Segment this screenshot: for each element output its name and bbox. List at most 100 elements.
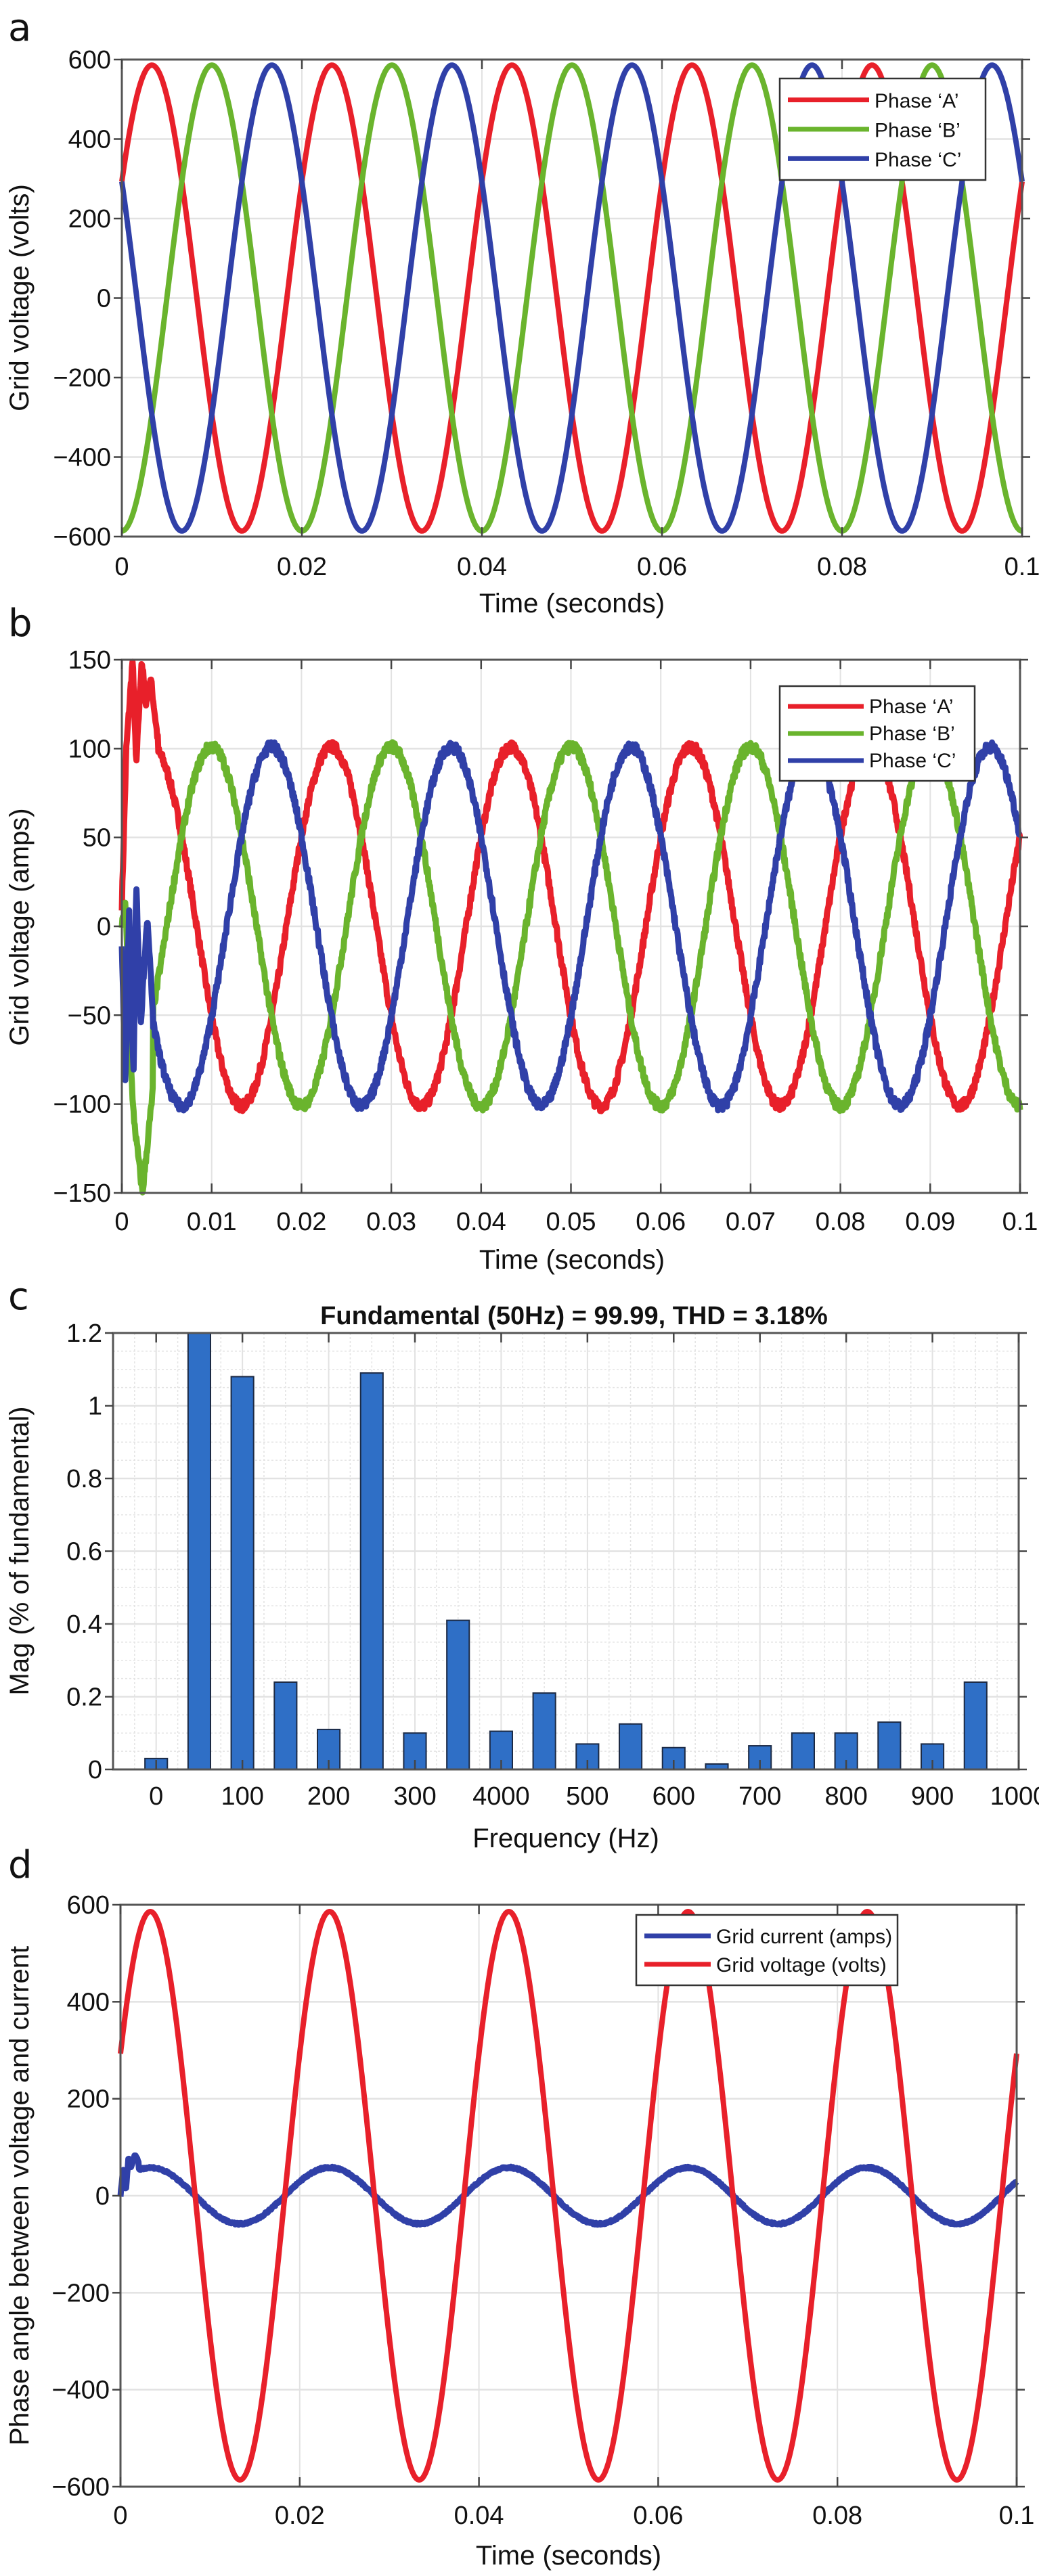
series-line-2 — [118, 738, 1023, 1114]
legend-label: Phase ‘C’ — [869, 750, 956, 772]
x-tick-label: 1000 — [990, 1782, 1039, 1811]
bar — [187, 1332, 211, 1770]
bar — [359, 1372, 384, 1770]
y-tick-label: −100 — [53, 1091, 111, 1119]
x-tick-label: 0.01 — [187, 1208, 237, 1236]
x-tick-label: 300 — [393, 1782, 436, 1811]
x-tick-label: 700 — [738, 1782, 781, 1811]
y-tick-label: 200 — [68, 205, 111, 233]
x-tick-label: 0 — [113, 2502, 127, 2530]
panel-letter-c: c — [8, 1275, 29, 1319]
legend-label: Phase ‘A’ — [875, 90, 959, 112]
x-axis-label-a: Time (seconds) — [479, 589, 665, 618]
y-axis-label-c: Mag (% of fundamental) — [5, 1407, 35, 1696]
legend-label: Grid current (amps) — [716, 1926, 892, 1948]
panel-a: a 0 0.02 0.04 0.06 0.08 0.1 600 400 200 0 −200 −40… — [5, 6, 1039, 618]
series-d — [117, 1909, 1019, 2483]
x-axis-label-b: Time (seconds) — [479, 1245, 665, 1275]
y-tick-label: 400 — [67, 1988, 110, 2016]
yticks-c: 1.2 1 0.8 0.6 0.4 0.2 0 — [66, 1319, 1027, 1784]
y-tick-label: 50 — [83, 824, 111, 853]
x-tick-label: 0.08 — [812, 2502, 862, 2530]
xticks-d: 0 0.02 0.04 0.06 0.08 0.1 — [113, 1905, 1034, 2530]
y-tick-label: 0 — [97, 285, 111, 313]
legend-box — [635, 1914, 899, 1987]
yticks-a: 600 400 200 0 −200 −400 −600 — [53, 46, 1030, 551]
x-tick-label: 900 — [911, 1782, 954, 1811]
y-tick-label: −600 — [53, 523, 111, 551]
legend-box — [778, 77, 987, 181]
y-tick-label: 0.6 — [66, 1538, 102, 1566]
y-tick-label: 600 — [67, 1891, 110, 1920]
y-tick-label: 0 — [97, 913, 111, 941]
legend-label: Phase ‘A’ — [869, 696, 954, 718]
chart-title-c: Fundamental (50Hz) = 99.99, THD = 3.18% — [320, 1302, 828, 1330]
x-tick-label: 0 — [114, 553, 129, 581]
bar — [963, 1681, 988, 1770]
legend-label: Phase ‘C’ — [875, 149, 961, 171]
x-tick-label: 0.03 — [366, 1208, 416, 1236]
x-tick-label: 600 — [653, 1782, 695, 1811]
xticks-a: 0 0.02 0.04 0.06 0.08 0.1 — [114, 60, 1039, 581]
x-tick-label: 0.02 — [275, 2502, 325, 2530]
y-tick-label: −600 — [51, 2473, 110, 2502]
y-tick-label: 150 — [68, 646, 111, 675]
y-tick-label: −50 — [68, 1001, 111, 1030]
xticks-c: 0 100 200 300 4000 500 600 700 800 900 1000 — [149, 1333, 1039, 1811]
panel-d: d 0 0.02 0.04 0.06 0.08 0.1 600 400 200 0 −200 −40… — [5, 1843, 1034, 2571]
y-axis-label-b: Grid voltage (amps) — [5, 808, 35, 1045]
series-line-0 — [117, 2152, 1019, 2228]
x-tick-label: 0.08 — [816, 1208, 866, 1236]
yticks-b: 150 100 50 0 −50 −100 −150 — [53, 646, 1028, 1208]
legend-a: Phase ‘A’ Phase ‘B’ Phase ‘C’ — [778, 77, 987, 181]
panel-letter-b: b — [8, 602, 32, 646]
panel-letter-d: d — [8, 1843, 32, 1887]
x-tick-label: 0.1 — [1002, 1208, 1038, 1236]
bar — [273, 1681, 298, 1770]
grid-d — [120, 1903, 1017, 2488]
x-tick-label: 0.04 — [454, 2502, 504, 2530]
x-tick-label: 0 — [114, 1208, 129, 1236]
y-tick-label: 200 — [67, 2085, 110, 2114]
x-tick-label: 0.06 — [633, 2502, 683, 2530]
legend-label: Grid voltage (volts) — [716, 1954, 887, 1976]
xticks-b: 0 0.01 0.02 0.03 0.04 0.05 0.06 0.07 0.08 0.09 0.1 — [114, 660, 1038, 1236]
y-tick-label: −200 — [53, 364, 111, 392]
bar — [791, 1732, 815, 1770]
x-tick-label: 4000 — [472, 1782, 530, 1811]
y-tick-label: 0 — [88, 1756, 102, 1784]
x-tick-label: 0.1 — [1004, 553, 1039, 581]
y-tick-label: −200 — [51, 2279, 110, 2307]
x-tick-label: 0.02 — [277, 553, 327, 581]
legend-label: Phase ‘B’ — [869, 723, 955, 745]
x-tick-label: 0.06 — [636, 1208, 686, 1236]
y-tick-label: 400 — [68, 126, 111, 154]
y-tick-label: −400 — [51, 2376, 110, 2405]
x-tick-label: 500 — [566, 1782, 609, 1811]
y-tick-label: −150 — [53, 1179, 111, 1208]
legend-b: Phase ‘A’ Phase ‘B’ Phase ‘C’ — [778, 685, 976, 782]
x-axis-label-d: Time (seconds) — [476, 2541, 661, 2571]
y-tick-label: 600 — [68, 46, 111, 74]
x-tick-label: 0.09 — [905, 1208, 955, 1236]
bar — [619, 1723, 643, 1770]
legend-label: Phase ‘B’ — [875, 120, 960, 142]
x-tick-label: 0.06 — [637, 553, 687, 581]
x-tick-label: 0.08 — [817, 553, 867, 581]
bar — [877, 1721, 902, 1770]
y-tick-label: 0.2 — [66, 1684, 102, 1712]
x-tick-label: 200 — [307, 1782, 350, 1811]
legend-d: Grid current (amps) Grid voltage (volts) — [635, 1914, 899, 1987]
y-tick-label: 0 — [95, 2182, 110, 2211]
series-line-1 — [118, 1909, 1019, 2483]
y-tick-label: 0.8 — [66, 1465, 102, 1493]
x-tick-label: 0.04 — [456, 1208, 506, 1236]
yticks-d: 600 400 200 0 −200 −400 −600 — [51, 1891, 1025, 2502]
panel-c: c Fundamental (50Hz) = 99.99, THD = 3.18… — [5, 1275, 1039, 1853]
panel-letter-a: a — [8, 6, 31, 50]
x-tick-label: 0.07 — [726, 1208, 776, 1236]
y-axis-label-a: Grid voltage (volts) — [5, 184, 35, 411]
x-tick-label: 0.04 — [457, 553, 507, 581]
panel-b: b 0 0.01 0.02 0.03 0.04 0.05 0.06 0.07 0.08 0.09 0… — [5, 602, 1038, 1275]
bar — [446, 1619, 470, 1770]
